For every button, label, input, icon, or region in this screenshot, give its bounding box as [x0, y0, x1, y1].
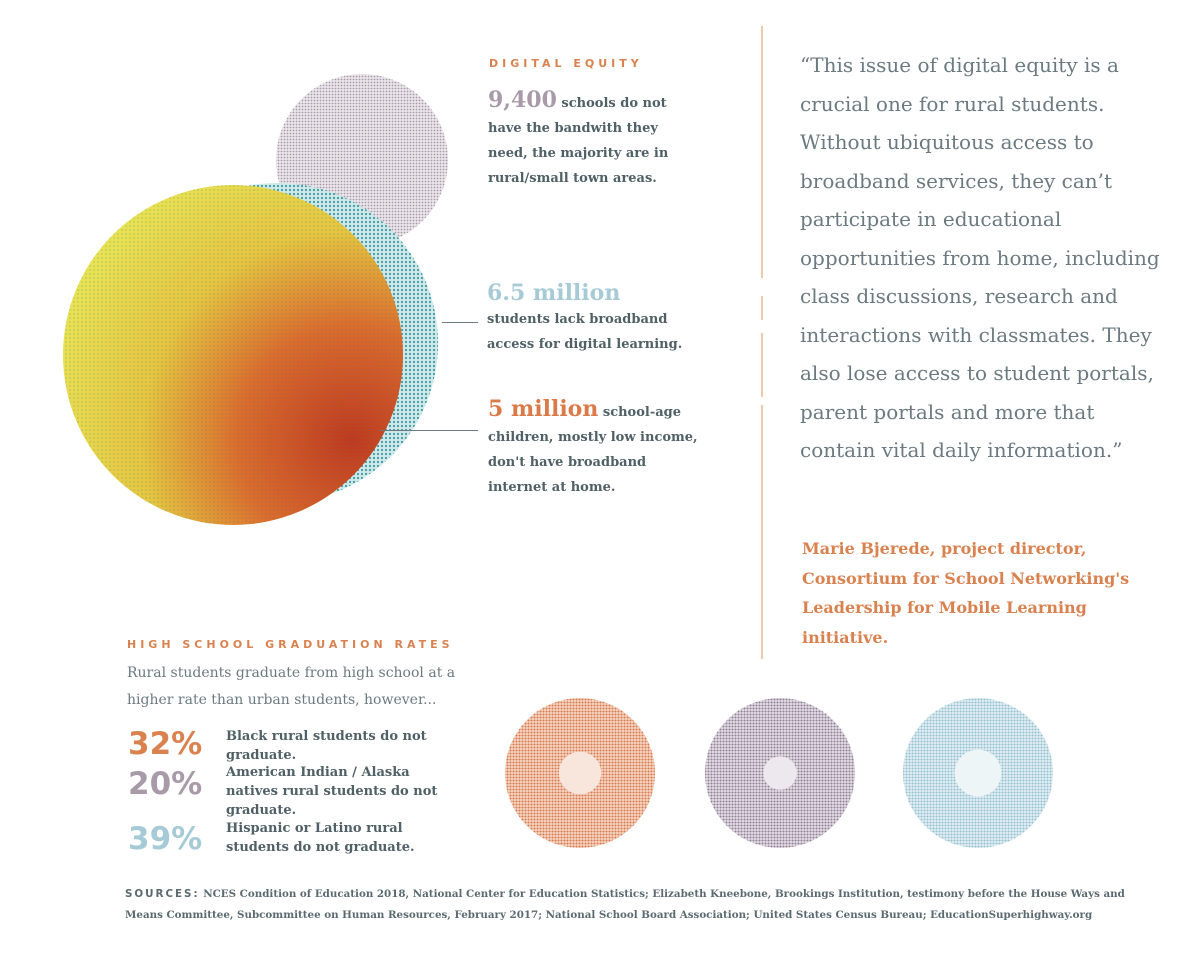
graduation-heading: HIGH SCHOOL GRADUATION RATES: [127, 638, 454, 651]
ring-hispanic: [903, 698, 1053, 848]
divider-line: [761, 296, 763, 320]
ring-native-inner: [763, 756, 797, 790]
connector-line: [442, 322, 478, 323]
stat-schools-value: 9,400: [488, 87, 557, 113]
stat-schools-text: schools do not have the bandwith they ne…: [488, 96, 669, 186]
quote-text: “This issue of digital equity is a cruci…: [800, 53, 1160, 462]
stat-children: 5 million school-age children, mostly lo…: [488, 397, 698, 500]
stat-hispanic-desc: Hispanic or Latino rural students do not…: [226, 821, 415, 855]
ring-black-inner: [558, 751, 602, 795]
ring-black: [505, 698, 655, 848]
digital-equity-circles: [63, 74, 448, 525]
digital-equity-heading: DIGITAL EQUITY: [489, 57, 643, 70]
stat-black-desc: Black rural students do not graduate.: [226, 729, 427, 763]
ring-hispanic-inner: [954, 749, 1002, 797]
stat-native-pct: 20%: [128, 766, 203, 802]
stat-children-text: school-age children, mostly low income, …: [488, 405, 698, 495]
quote-attribution: Marie Bjerede, project director, Consort…: [802, 539, 1130, 647]
sources: SOURCES: NCES Condition of Education 201…: [125, 884, 1165, 926]
graduation-rings: [505, 698, 1053, 848]
divider-line: [761, 333, 763, 397]
sources-label: SOURCES:: [125, 888, 200, 900]
stat-black-pct: 32%: [128, 726, 203, 762]
graduation-intro: Rural students graduate from high school…: [127, 665, 456, 708]
stat-students: 6.5 million students lack broadband acce…: [487, 279, 697, 357]
ring-native: [705, 698, 855, 848]
connector-line: [380, 430, 478, 431]
stat-children-value: 5 million: [488, 396, 599, 422]
stat-native-desc: American Indian / Alaska natives rural s…: [226, 765, 438, 818]
divider-line: [761, 405, 763, 659]
sources-text: NCES Condition of Education 2018, Nation…: [125, 888, 1125, 921]
stat-hispanic-pct: 39%: [128, 821, 203, 857]
stat-students-value: 6.5 million: [487, 280, 621, 306]
stat-schools: 9,400 schools do not have the bandwith t…: [488, 88, 688, 191]
stat-students-text: students lack broadband access for digit…: [487, 312, 683, 352]
divider-line: [761, 26, 763, 278]
